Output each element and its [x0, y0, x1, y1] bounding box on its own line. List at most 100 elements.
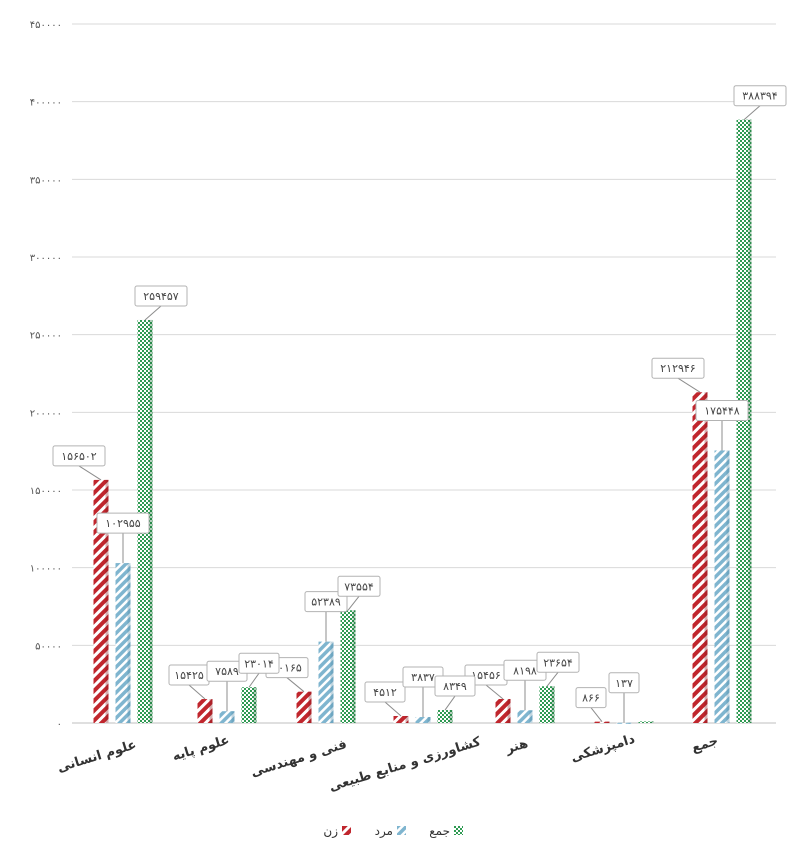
data-label-text: ۲۵۹۴۵۷	[143, 290, 179, 303]
bar	[736, 119, 752, 724]
legend: زن مرد جمع	[323, 824, 463, 839]
data-label: ۲۳۰۱۴	[238, 652, 280, 688]
bar-bevel	[427, 717, 431, 723]
legend-swatch	[342, 826, 351, 835]
bars	[93, 119, 752, 724]
data-label: ۲۱۲۹۴۶	[651, 357, 705, 393]
data-label: ۸۶۶	[575, 687, 607, 722]
bar-bevel	[231, 711, 235, 723]
bar	[415, 717, 431, 723]
data-label-text: ۲۱۲۹۴۶	[660, 362, 695, 375]
bar	[616, 722, 632, 724]
category-label: علوم پایه	[171, 733, 232, 765]
bar	[638, 721, 654, 723]
bar-bevel	[726, 450, 730, 723]
bar-bevel	[253, 687, 257, 723]
bar-bevel	[449, 710, 453, 723]
y-tick-label: ۲۵۰۰۰۰	[30, 331, 62, 342]
data-label: ۱۷۵۴۴۸	[695, 399, 749, 451]
data-label: ۳۸۸۳۹۴	[733, 85, 787, 121]
bar	[318, 641, 334, 723]
bar	[539, 686, 555, 723]
y-tick-label: ۴۵۰۰۰۰	[30, 20, 62, 31]
bar	[437, 710, 453, 723]
bar-bevel	[507, 698, 511, 723]
data-label: ۴۵۱۲	[364, 681, 406, 717]
data-labels: ۱۵۶۵۰۲ ۱۵۴۲۵ ۲۰۱۶۵ ۴۵۱۲ ۱۵۴۵۶ ۸۶۶ ۲۱۲۹۴۶ ۱۰۲۹۵۵…	[52, 85, 787, 723]
legend-swatch	[397, 826, 406, 835]
bar	[340, 610, 356, 723]
data-label-text: ۷۳۵۵۴	[344, 580, 374, 593]
data-label-text: ۲۳۰۱۴	[244, 657, 274, 670]
bar	[219, 711, 235, 723]
y-tick-label: ۳۰۰۰۰۰	[30, 253, 62, 264]
category-labels: علوم انسانی علوم پایه فنی و مهندسیکشاورزی …	[56, 732, 720, 795]
y-tick-label: ۲۰۰۰۰۰	[30, 408, 62, 419]
bar-bevel	[551, 686, 555, 723]
data-label: ۸۳۴۹	[434, 675, 476, 711]
bar-bevel	[127, 563, 131, 723]
bar-bevel	[748, 119, 752, 724]
category-label: کشاورزی و منابع طبیعی	[327, 734, 483, 795]
data-label: ۳۸۳۷	[402, 666, 444, 718]
data-label-text: ۱۷۵۴۴۸	[704, 404, 740, 417]
bar	[115, 563, 131, 723]
data-label-text: ۲۰۱۶۵	[272, 662, 302, 675]
category-label: علوم انسانی	[56, 738, 139, 776]
data-label: ۱۳۷	[608, 672, 640, 723]
y-tick-label: ۴۰۰۰۰۰	[30, 98, 62, 109]
y-tick-label: ۳۵۰۰۰۰	[30, 175, 62, 186]
data-label: ۱۵۴۲۵	[168, 664, 210, 700]
bar	[93, 479, 109, 723]
bar	[197, 699, 213, 723]
legend-label: زن	[323, 824, 338, 839]
bar-bevel	[529, 710, 533, 723]
data-label: ۲۵۹۴۵۷	[134, 285, 188, 321]
data-label-text: ۵۲۳۸۹	[311, 596, 341, 609]
data-label-text: ۴۵۱۲	[373, 686, 397, 699]
data-label-text: ۱۵۴۵۶	[471, 669, 501, 682]
data-label: ۲۳۶۵۴	[536, 651, 580, 687]
data-label-text: ۱۵۶۵۰۲	[61, 450, 97, 463]
data-label: ۵۲۳۸۹	[304, 591, 348, 642]
y-tick-label: ۱۵۰۰۰۰	[30, 486, 62, 497]
data-label-text: ۷۵۸۹	[215, 665, 239, 678]
bar	[517, 710, 533, 723]
bar	[241, 687, 257, 723]
data-label-text: ۱۳۷	[615, 677, 633, 690]
data-label: ۷۳۵۵۴	[337, 575, 381, 611]
bar-bevel	[209, 699, 213, 723]
data-label-text: ۸۳۴۹	[443, 680, 467, 693]
bar-bevel	[650, 721, 654, 723]
data-label-text: ۸۶۶	[582, 692, 600, 705]
bar	[594, 721, 610, 723]
y-tick-label: ۱۰۰۰۰۰	[30, 564, 62, 575]
bar	[393, 715, 409, 723]
bar-bevel	[149, 319, 153, 723]
bar	[692, 392, 708, 723]
bar-bevel	[704, 392, 708, 723]
data-label: ۸۱۹۸	[503, 659, 547, 711]
category-label: هنر	[503, 736, 530, 757]
bar	[296, 691, 312, 723]
bar-bevel	[330, 641, 334, 723]
data-label: ۱۵۶۵۰۲	[52, 445, 106, 481]
legend-swatch	[454, 826, 463, 835]
bar	[495, 698, 511, 723]
bar-bevel	[352, 610, 356, 723]
legend-label: جمع	[429, 824, 450, 838]
data-label-text: ۳۸۳۷	[411, 671, 435, 684]
data-label-text: ۳۸۸۳۹۴	[742, 90, 778, 103]
bar-bevel	[606, 721, 610, 723]
y-tick-label: ۵۰۰۰۰	[35, 641, 62, 652]
data-label-text: ۲۳۶۵۴	[543, 656, 573, 669]
category-label: فنی و مهندسی	[249, 737, 349, 780]
bar-bevel	[628, 722, 632, 724]
data-label-text: ۱۵۴۲۵	[174, 669, 204, 682]
bar	[714, 450, 730, 723]
data-label: ۱۰۲۹۵۵	[96, 512, 150, 564]
legend-label: مرد	[375, 824, 393, 839]
bar-bevel	[405, 715, 409, 723]
